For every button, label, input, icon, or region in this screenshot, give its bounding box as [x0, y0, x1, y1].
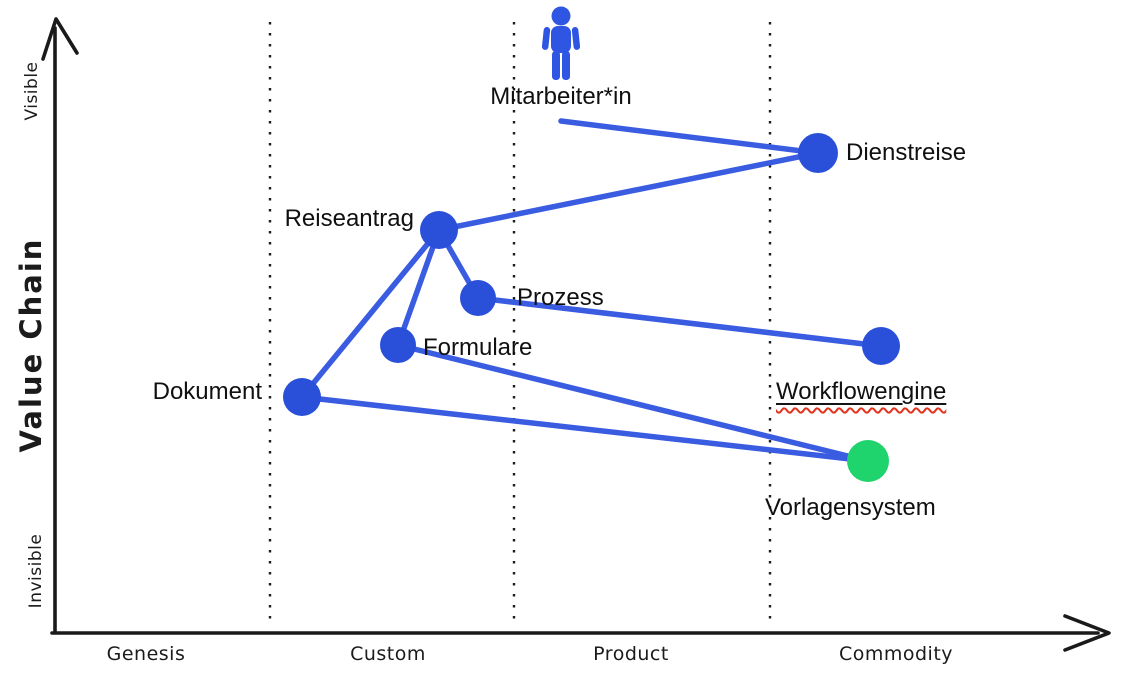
- node-label-formulare: Formulare: [423, 334, 533, 361]
- node-label-prozess: Prozess: [517, 284, 604, 311]
- person-left-leg: [552, 51, 560, 80]
- edge-formulare-vorlagensystem: [395, 342, 871, 464]
- person-head: [551, 6, 571, 26]
- edge-prozess-workflowengine: [475, 295, 884, 349]
- axes: [41, 17, 1111, 652]
- person-icon[interactable]: [541, 6, 581, 81]
- node-reiseantrag[interactable]: [420, 211, 458, 249]
- node-label-vorlagensystem: Vorlagensystem: [765, 494, 936, 521]
- stage-label-commodity: Commodity: [838, 643, 954, 665]
- node-workflowengine[interactable]: [862, 327, 900, 365]
- node-label-reiseantrag: Reiseantrag: [284, 205, 414, 232]
- y-axis-title: Value Chain: [14, 237, 48, 453]
- actor-label: Mitarbeiter*in: [490, 83, 632, 110]
- stage-label-custom: Custom: [350, 643, 426, 665]
- node-label-workflowengine: Workflowengine: [776, 378, 947, 405]
- stage-label-genesis: Genesis: [106, 643, 186, 665]
- edge-actor-dienstreise: [558, 118, 821, 156]
- person-left-arm: [541, 27, 551, 50]
- edge-reiseantrag-dokument: [299, 227, 442, 400]
- node-dokument[interactable]: [283, 378, 321, 416]
- node-dienstreise[interactable]: [798, 133, 838, 173]
- edges: [299, 118, 884, 464]
- edge-dokument-vorlagensystem: [299, 394, 871, 464]
- nodes: [283, 133, 900, 482]
- person-torso: [551, 26, 571, 53]
- node-label-dokument: Dokument: [152, 378, 262, 405]
- y-axis-visible-label: Visible: [22, 61, 42, 121]
- person-right-leg: [562, 51, 570, 80]
- y-axis-invisible-label: Invisible: [26, 533, 46, 609]
- x-axis-arrowhead: [1063, 614, 1111, 652]
- stage-label-product: Product: [593, 643, 669, 665]
- stage-dividers: [268, 22, 772, 624]
- person-right-arm: [571, 27, 581, 50]
- node-vorlagensystem[interactable]: [847, 440, 889, 482]
- y-axis-arrowhead: [41, 17, 79, 61]
- node-prozess[interactable]: [460, 280, 496, 316]
- node-formulare[interactable]: [380, 327, 416, 363]
- edge-reiseantrag-formulare: [395, 227, 442, 348]
- edge-dienstreise-reiseantrag: [436, 150, 821, 233]
- node-label-dienstreise: Dienstreise: [846, 139, 967, 166]
